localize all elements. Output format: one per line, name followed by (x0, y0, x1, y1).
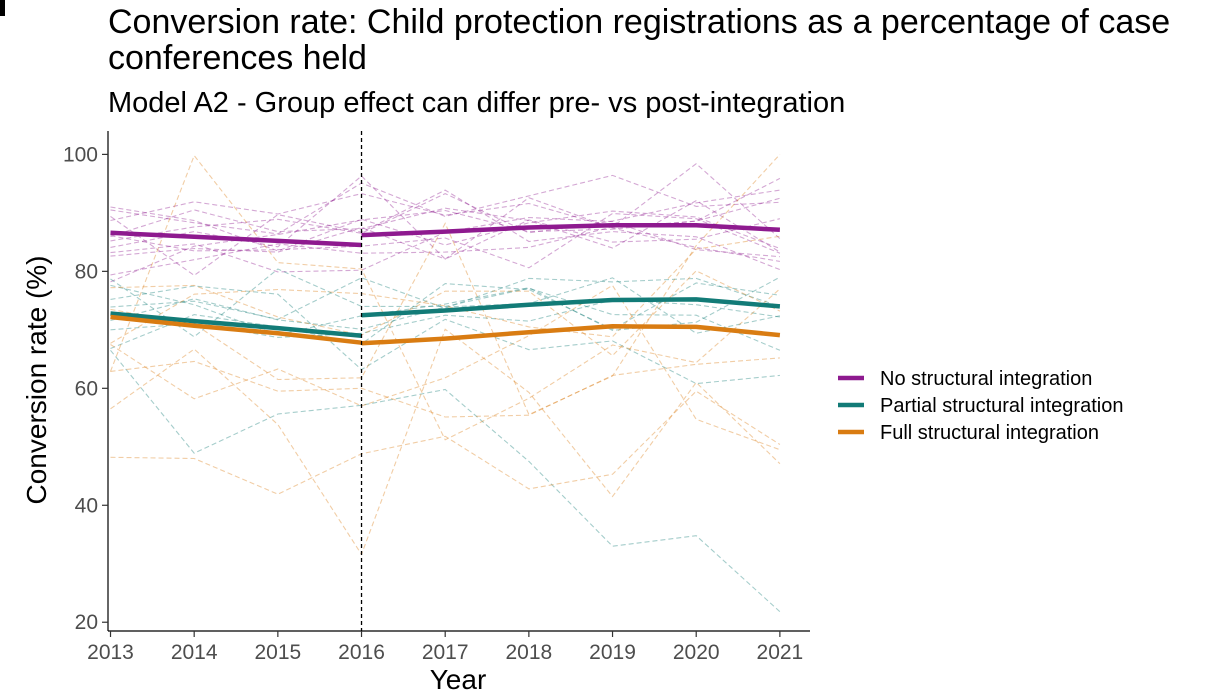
background-line-no (111, 178, 780, 227)
y-tick-label: 40 (75, 494, 98, 517)
x-tick-label: 2016 (338, 641, 385, 664)
y-tick-label: 100 (63, 143, 98, 166)
legend: No structural integration Partial structu… (838, 368, 1123, 444)
y-axis-ticks: 20 40 60 80 100 (63, 143, 108, 634)
background-line-full (111, 391, 780, 494)
y-tick-label: 60 (75, 377, 98, 400)
y-tick-label: 20 (75, 611, 98, 634)
background-line-full (111, 358, 780, 417)
x-axis-ticks: 2013 2014 2015 2016 2017 2018 2019 2020 2021 (87, 631, 803, 664)
x-tick-label: 2021 (757, 641, 804, 664)
x-tick-label: 2018 (506, 641, 553, 664)
x-tick-label: 2020 (673, 641, 720, 664)
x-tick-label: 2014 (171, 641, 218, 664)
background-line-full (111, 329, 780, 554)
y-tick-label: 80 (75, 260, 98, 283)
background-line-partial (111, 300, 780, 337)
x-tick-label: 2017 (422, 641, 469, 664)
legend-label-2: Full structural integration (880, 422, 1099, 444)
x-tick-label: 2015 (254, 641, 301, 664)
x-tick-label: 2013 (87, 641, 134, 664)
fitted-line-post-2 (362, 326, 780, 343)
background-line-no (111, 164, 780, 275)
background-line-partial (111, 350, 780, 611)
legend-label-1: Partial structural integration (880, 395, 1123, 417)
legend-label-0: No structural integration (880, 368, 1092, 390)
y-axis-title: Conversion rate (%) (21, 256, 52, 505)
x-tick-label: 2019 (589, 641, 636, 664)
x-axis-title: Year (430, 664, 487, 693)
fitted-line-pre-0 (111, 233, 362, 245)
